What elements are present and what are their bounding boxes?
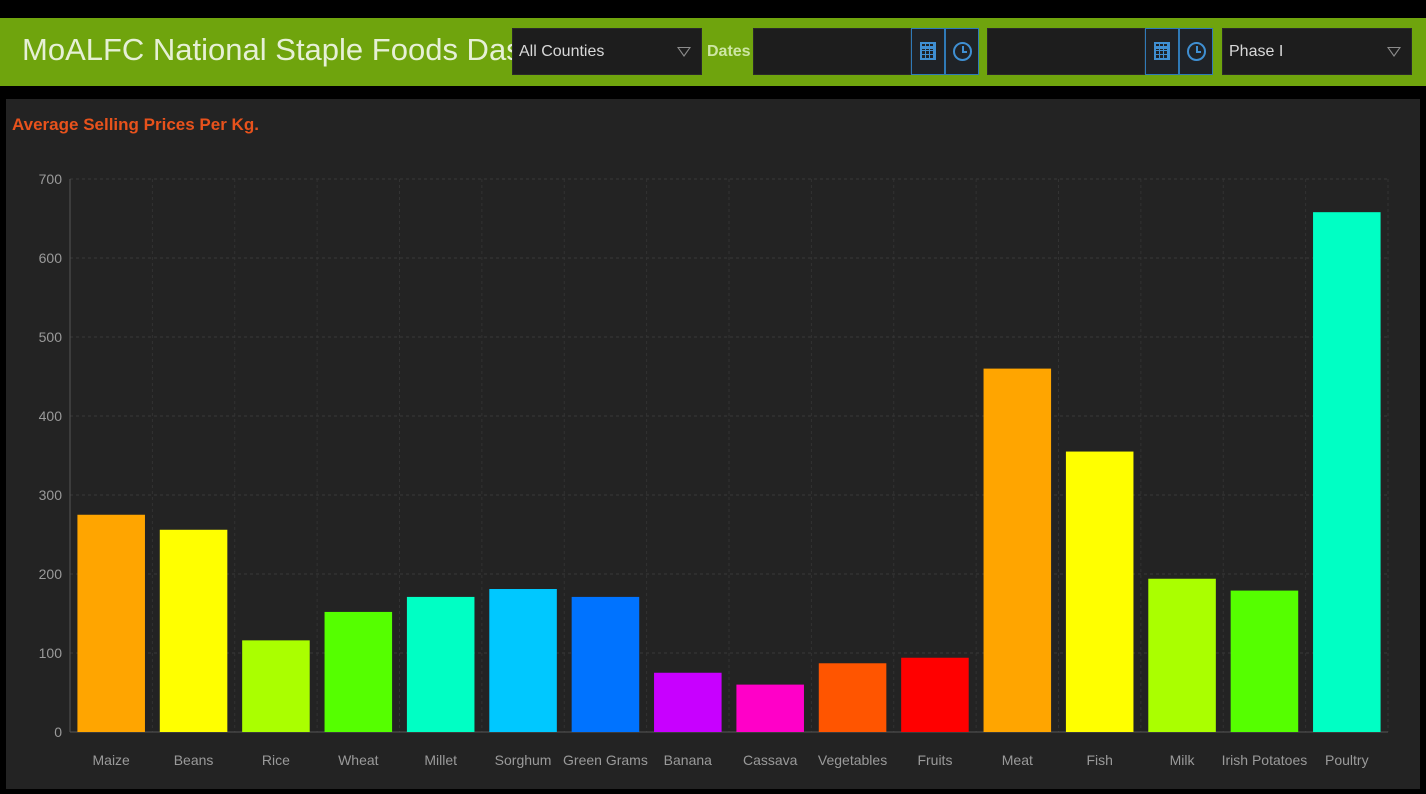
dates-label: Dates [707, 43, 751, 60]
y-tick-label: 100 [39, 645, 63, 661]
chevron-down-icon [1387, 47, 1401, 57]
x-tick-label: Meat [1002, 752, 1033, 768]
y-tick-label: 400 [39, 408, 63, 424]
x-tick-label: Millet [424, 752, 457, 768]
date-to-clock-button[interactable] [1179, 28, 1213, 75]
bar-maize[interactable] [77, 514, 145, 732]
date-from-calendar-button[interactable] [911, 28, 945, 75]
x-tick-label: Milk [1170, 752, 1196, 768]
calendar-icon [920, 42, 936, 60]
x-tick-label: Cassava [743, 752, 798, 768]
y-tick-label: 300 [39, 487, 63, 503]
bar-banana[interactable] [654, 672, 722, 732]
calendar-icon [1154, 42, 1170, 60]
app-header: MoALFC National Staple Foods Das... All … [0, 18, 1426, 86]
x-tick-label: Banana [664, 752, 712, 768]
y-tick-label: 500 [39, 329, 63, 345]
bar-vegetables[interactable] [818, 663, 887, 732]
phase-select[interactable]: Phase I [1222, 28, 1412, 75]
x-tick-label: Fruits [917, 752, 952, 768]
bar-chart: 0 100 200 300 400 500 600 700 Maize Beans Rice Whea… [39, 171, 1389, 768]
bar-millet[interactable] [406, 596, 475, 732]
x-tick-label: Maize [93, 752, 131, 768]
chart-title: Average Selling Prices Per Kg. [12, 115, 259, 134]
x-tick-label: Beans [174, 752, 214, 768]
y-tick-label: 700 [39, 171, 63, 187]
chart-panel: Average Selling Prices Per Kg. 0 100 200 30… [6, 99, 1420, 789]
x-tick-label: Wheat [338, 752, 379, 768]
bar-fruits[interactable] [901, 657, 969, 732]
date-from-input[interactable] [753, 28, 911, 75]
bar-rice[interactable] [242, 640, 310, 732]
bar-beans[interactable] [159, 529, 228, 732]
x-tick-label: Rice [262, 752, 290, 768]
chevron-down-icon [677, 47, 691, 57]
x-tick-label: Irish Potatoes [1222, 752, 1308, 768]
date-to-input[interactable] [987, 28, 1145, 75]
y-tick-label: 200 [39, 566, 63, 582]
bar-poultry[interactable] [1313, 212, 1381, 732]
clock-icon [953, 42, 972, 61]
clock-icon [1187, 42, 1206, 61]
y-tick-label: 600 [39, 250, 63, 266]
y-tick-label: 0 [54, 724, 62, 740]
app-title: MoALFC National Staple Foods Das... [22, 32, 548, 67]
date-from-clock-button[interactable] [945, 28, 979, 75]
x-tick-label: Sorghum [495, 752, 552, 768]
bar-irish-potatoes[interactable] [1230, 590, 1299, 732]
x-tick-label: Fish [1086, 752, 1112, 768]
bar-milk[interactable] [1148, 578, 1216, 732]
county-select-value: All Counties [519, 43, 605, 60]
bar-cassava[interactable] [736, 684, 804, 732]
bar-green-grams[interactable] [571, 596, 640, 732]
date-to-calendar-button[interactable] [1145, 28, 1179, 75]
x-tick-label: Poultry [1325, 752, 1369, 768]
bar-fish[interactable] [1065, 451, 1134, 732]
bar-wheat[interactable] [324, 611, 393, 732]
phase-select-value: Phase I [1229, 43, 1284, 60]
county-select[interactable]: All Counties [512, 28, 702, 75]
x-tick-label: Vegetables [818, 752, 887, 768]
x-tick-label: Green Grams [563, 752, 648, 768]
bar-meat[interactable] [983, 368, 1052, 732]
bar-sorghum[interactable] [489, 589, 557, 732]
